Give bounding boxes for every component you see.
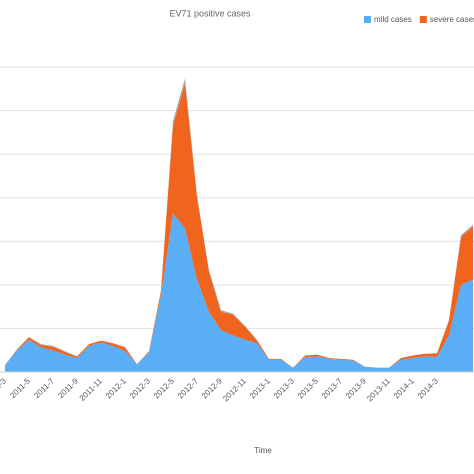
chart-title: EV71 positive cases bbox=[169, 8, 251, 18]
x-axis-label: Time bbox=[254, 446, 272, 455]
legend: mild cases severe cases bbox=[364, 15, 474, 24]
x-tick-label: 2011-11 bbox=[78, 376, 105, 403]
grid bbox=[0, 66, 474, 373]
x-tick-label: 2013-1 bbox=[248, 376, 272, 400]
x-tick-label: 2012-5 bbox=[152, 376, 176, 400]
x-tick-label: 2012-3 bbox=[128, 376, 152, 400]
x-tick-label: 2012-7 bbox=[176, 376, 200, 400]
x-tick-label: 2013-11 bbox=[365, 376, 392, 403]
x-tick-label: 2012-11 bbox=[221, 376, 248, 403]
x-tick-label: 2011-3 bbox=[0, 376, 8, 400]
areas bbox=[5, 78, 473, 372]
legend-swatch bbox=[419, 16, 427, 23]
x-tick-label: 2014-3 bbox=[416, 376, 440, 400]
x-tick-label: 2013-7 bbox=[320, 376, 344, 400]
legend-label: severe cases bbox=[430, 15, 474, 24]
x-tick-label: 2012-1 bbox=[104, 376, 128, 400]
x-tick-label: 2013-5 bbox=[296, 376, 320, 400]
legend-label: mild cases bbox=[374, 15, 412, 24]
x-tick-label: 2011-5 bbox=[8, 376, 32, 400]
x-tick-label: 2013-3 bbox=[272, 376, 296, 400]
area bbox=[5, 213, 473, 372]
x-tick-label: 2014-1 bbox=[392, 376, 416, 400]
area bbox=[5, 83, 473, 368]
x-tick-label: 2011-7 bbox=[32, 376, 56, 400]
legend-swatch bbox=[364, 16, 371, 23]
